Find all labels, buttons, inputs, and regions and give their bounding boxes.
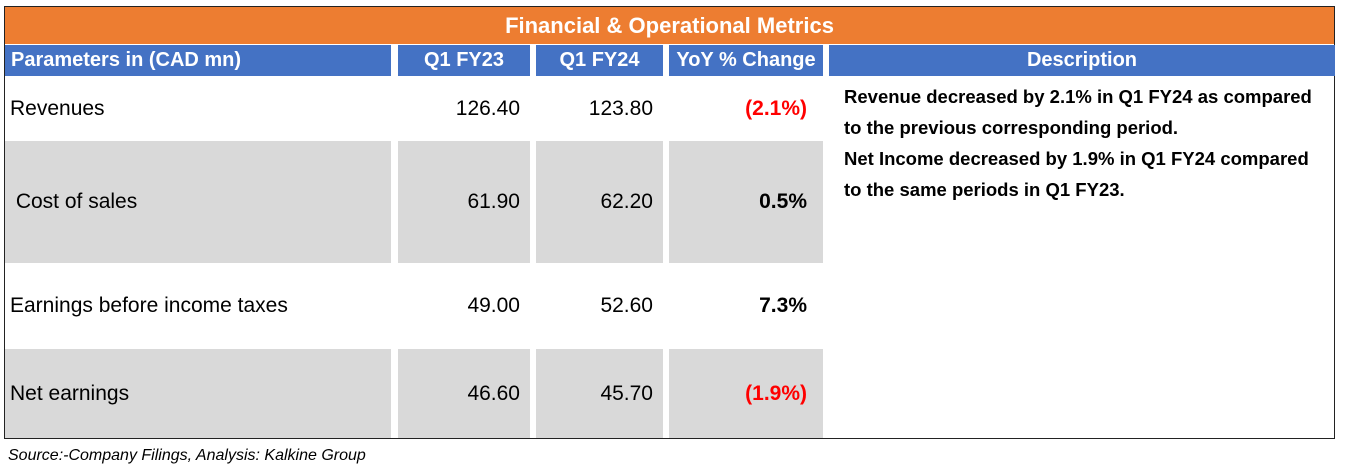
description-line: Net Income decreased by 1.9% in Q1 FY24 …: [844, 148, 1309, 200]
source-note: Source:-Company Filings, Analysis: Kalki…: [8, 447, 366, 464]
header-q1fy23: Q1 FY23: [398, 45, 530, 76]
header-yoy-change: YoY % Change: [669, 45, 823, 76]
metrics-table: Financial & Operational Metrics Paramete…: [4, 6, 1335, 439]
row-label: Revenues: [10, 96, 105, 120]
cell-q1fy23: 49.00: [467, 294, 520, 317]
cell-yoy-change: (2.1%): [745, 96, 807, 120]
cell-yoy-change: (1.9%): [669, 349, 823, 438]
cell-q1fy23: 46.60: [398, 349, 530, 438]
cell-q1fy24: 123.80: [588, 96, 653, 120]
header-description: Description: [829, 45, 1335, 76]
description-text: Revenue decreased by 2.1% in Q1 FY24 as …: [844, 81, 1324, 205]
table-title: Financial & Operational Metrics: [5, 7, 1334, 44]
description-line: Revenue decreased by 2.1% in Q1 FY24 as …: [844, 86, 1312, 138]
cell-q1fy24: 52.60: [600, 294, 653, 317]
row-label: Earnings before income taxes: [10, 294, 288, 317]
header-parameters: Parameters in (CAD mn): [5, 45, 391, 76]
cell-yoy-change: 0.5%: [669, 141, 823, 263]
row-label: Cost of sales: [5, 141, 391, 263]
row-label: Net earnings: [5, 349, 391, 438]
cell-q1fy24: 62.20: [536, 141, 663, 263]
header-q1fy24: Q1 FY24: [536, 45, 663, 76]
cell-yoy-change: 7.3%: [759, 294, 807, 317]
cell-q1fy24: 45.70: [536, 349, 663, 438]
cell-q1fy23: 61.90: [398, 141, 530, 263]
cell-q1fy23: 126.40: [455, 96, 520, 120]
